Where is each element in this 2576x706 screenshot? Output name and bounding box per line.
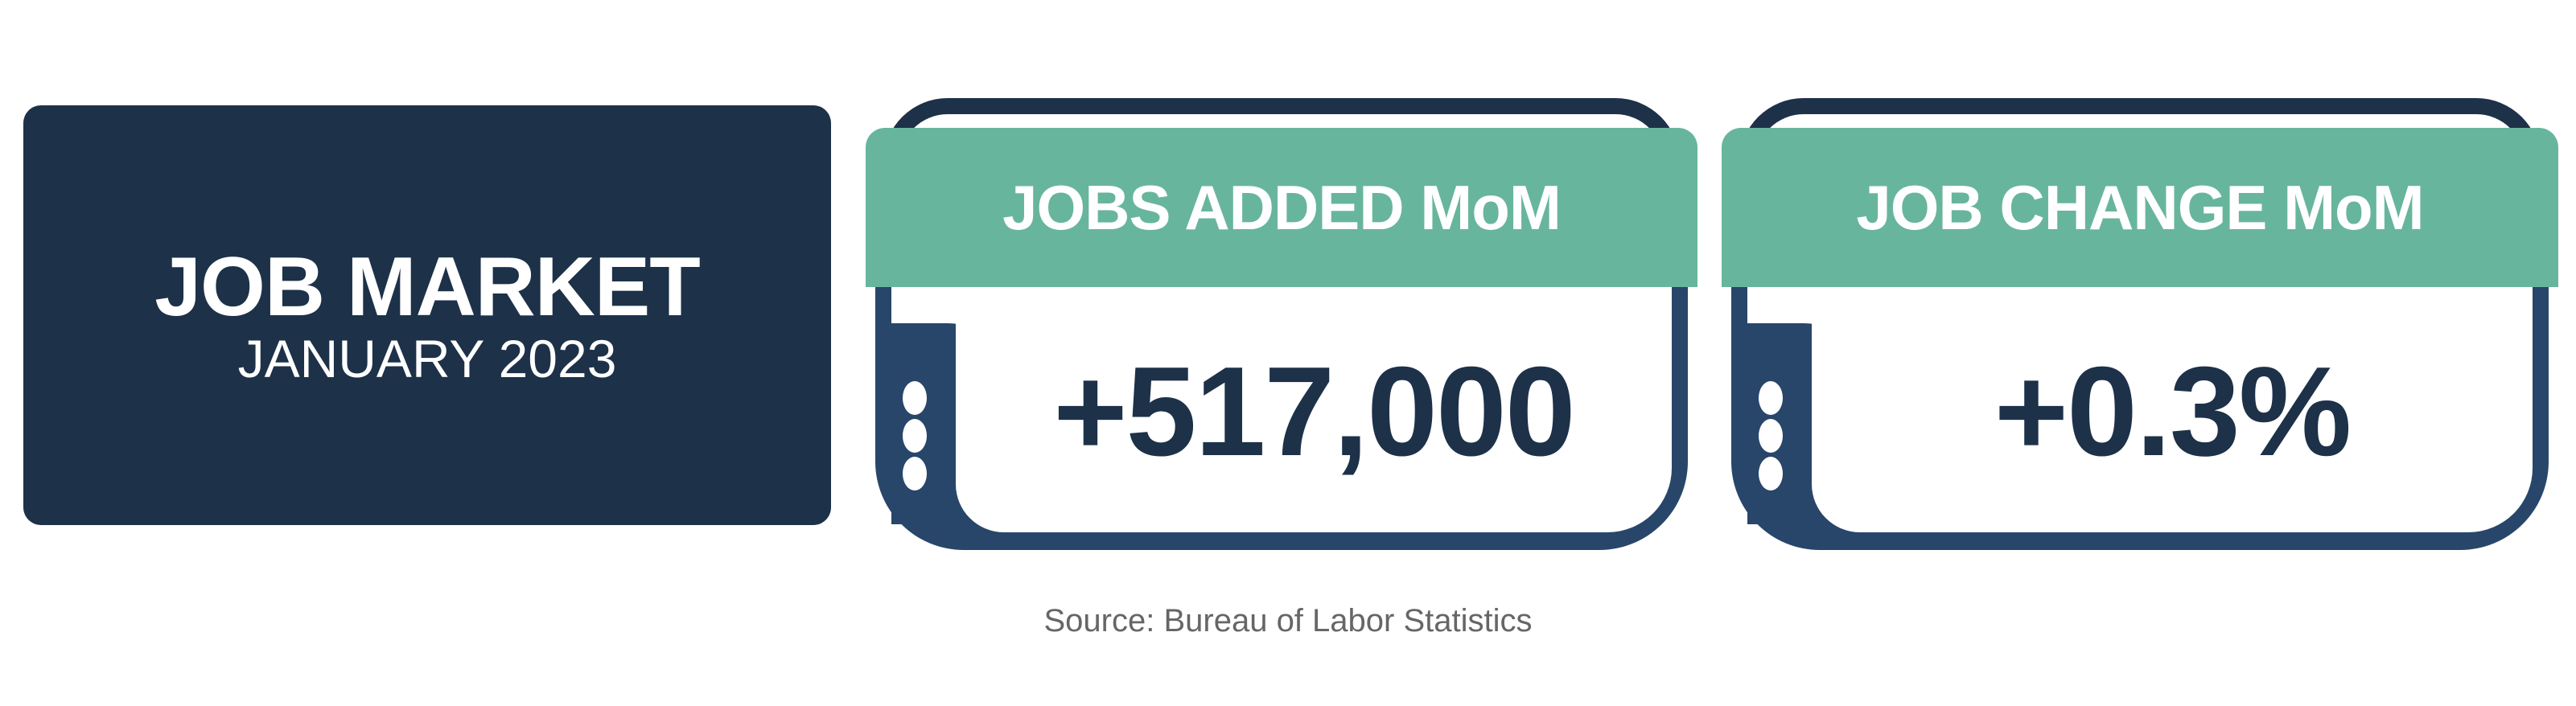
dot-icon: [1759, 381, 1783, 415]
card-body: [1812, 259, 2533, 532]
card-label: JOBS ADDED MoM: [1002, 171, 1562, 243]
source-note: Source: Bureau of Labor Statistics: [1043, 603, 1533, 638]
card-value: +0.3%: [1994, 340, 2352, 482]
dot-icon: [903, 381, 927, 415]
title-panel: JOB MARKET JANUARY 2023: [23, 105, 831, 525]
card-body: [956, 259, 1672, 532]
job-change-card: JOB CHANGE MoM +0.3%: [1722, 98, 2558, 550]
title-subtitle: JANUARY 2023: [237, 329, 617, 388]
dot-icon: [1759, 457, 1783, 491]
dot-icon: [1759, 419, 1783, 453]
jobs-added-card: JOBS ADDED MoM +517,000: [866, 98, 1697, 550]
title-main: JOB MARKET: [154, 240, 701, 334]
card-header: JOBS ADDED MoM: [866, 128, 1697, 287]
card-label: JOB CHANGE MoM: [1856, 171, 2424, 243]
card-header: JOB CHANGE MoM: [1722, 128, 2558, 287]
dot-icon: [903, 457, 927, 491]
card-value: +517,000: [1053, 340, 1575, 482]
dot-icon: [903, 419, 927, 453]
